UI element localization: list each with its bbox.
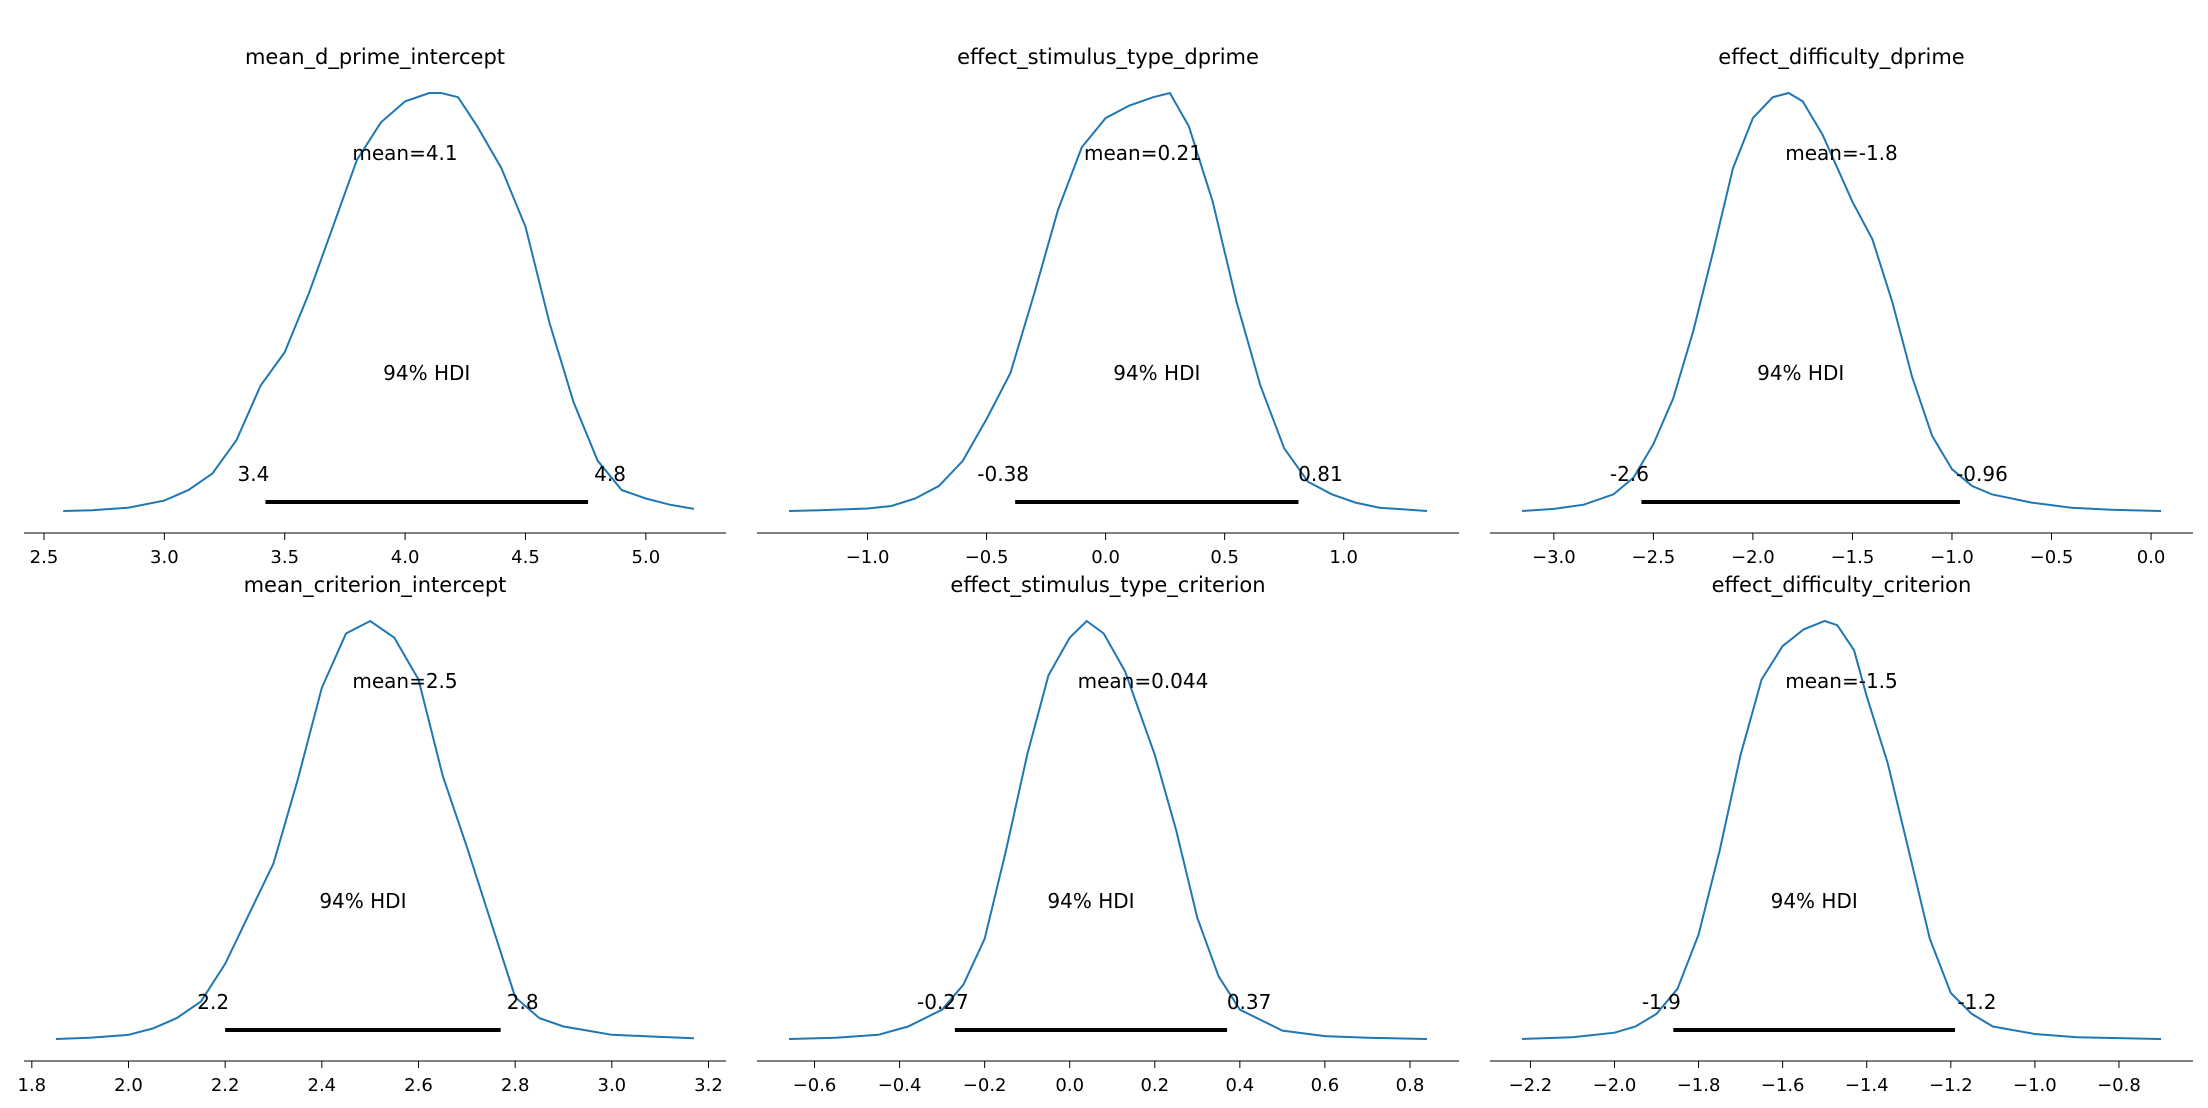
panel-4-hdi-label: 94% HDI	[319, 889, 406, 913]
panel-1-hdi-high-label: 4.8	[594, 462, 626, 486]
panel-1-x-tick-label: 3.0	[150, 547, 179, 568]
panel-3-hdi-label: 94% HDI	[1757, 361, 1844, 385]
panel-6-x-tick-label: −1.0	[2013, 1075, 2057, 1096]
panel-1-hdi-label: 94% HDI	[383, 361, 470, 385]
panel-5-density-curve	[788, 619, 1428, 1040]
panel-3-density-curve	[1521, 91, 2162, 512]
panel-5-hdi-low-label: -0.27	[917, 990, 969, 1014]
panel-3-title: effect_difficulty_dprime	[1718, 45, 1964, 70]
panel-2-x-tick-label: 0.0	[1091, 547, 1120, 568]
panel-3-mean-label: mean=-1.8	[1785, 141, 1898, 165]
panel-3-x-tick-label: −1.5	[1831, 547, 1875, 568]
panel-5-x-tick-label: 0.4	[1226, 1075, 1255, 1096]
panel-3-x-tick-label: 0.0	[2137, 547, 2166, 568]
panel-6-hdi-high-label: -1.2	[1957, 990, 1996, 1014]
panel-5-x-tick-label: −0.2	[963, 1075, 1007, 1096]
panel-6-x-tick-label: −2.2	[1509, 1075, 1553, 1096]
panel-3-hdi-high-label: -0.96	[1956, 462, 2008, 486]
panel-3-x-tick-label: −2.5	[1632, 547, 1676, 568]
panel-5-mean-label: mean=0.044	[1078, 669, 1209, 693]
panel-1-x-tick-label: 4.5	[511, 547, 540, 568]
panel-6-mean-label: mean=-1.5	[1785, 669, 1898, 693]
panel-5-x-tick-label: 0.0	[1055, 1075, 1084, 1096]
panel-4-x-tick-label: 2.6	[404, 1075, 433, 1096]
panel-4-x-tick-label: 2.8	[501, 1075, 530, 1096]
panel-1-x-tick-label: 4.0	[391, 547, 420, 568]
panel-6-x-tick-label: −1.8	[1677, 1075, 1721, 1096]
panel-5-x-tick-label: 0.2	[1140, 1075, 1169, 1096]
panel-5-hdi-label: 94% HDI	[1047, 889, 1134, 913]
panel-1-hdi-low-label: 3.4	[238, 462, 270, 486]
panel-6-x-tick-label: −1.2	[1929, 1075, 1973, 1096]
panel-3-x-tick-label: −1.0	[1930, 547, 1974, 568]
panel-4-title: mean_criterion_intercept	[244, 573, 507, 598]
panel-4-x-tick-label: 3.0	[598, 1075, 627, 1096]
panel-6-x-tick-label: −0.8	[2097, 1075, 2141, 1096]
panel-2-density-curve	[788, 91, 1428, 512]
panel-2-hdi-label: 94% HDI	[1113, 361, 1200, 385]
panel-4-density-curve	[55, 619, 695, 1040]
panel-5-x-tick-label: 0.6	[1311, 1075, 1340, 1096]
panel-4-x-tick-label: 2.4	[308, 1075, 337, 1096]
panel-6-x-tick-label: −1.6	[1761, 1075, 1805, 1096]
panel-4-hdi-high-label: 2.8	[507, 990, 539, 1014]
panel-5-hdi-high-label: 0.37	[1227, 990, 1272, 1014]
panel-2-x-tick-label: −0.5	[965, 547, 1009, 568]
panel-3-x-tick-label: −2.0	[1731, 547, 1775, 568]
panel-6-hdi-low-label: -1.9	[1642, 990, 1681, 1014]
panel-4-x-tick-label: 2.0	[114, 1075, 143, 1096]
panel-4-hdi-low-label: 2.2	[197, 990, 229, 1014]
panel-5-x-tick-label: −0.6	[793, 1075, 837, 1096]
panel-2-x-tick-label: 1.0	[1329, 547, 1358, 568]
panel-6-x-tick-label: −2.0	[1593, 1075, 1637, 1096]
panel-6-x-tick-label: −1.4	[1845, 1075, 1889, 1096]
panel-3-hdi-low-label: -2.6	[1610, 462, 1649, 486]
panel-2-title: effect_stimulus_type_dprime	[957, 45, 1259, 70]
panel-5-x-tick-label: −0.4	[878, 1075, 922, 1096]
panel-3-x-tick-label: −0.5	[2030, 547, 2074, 568]
panel-1-x-tick-label: 3.5	[270, 547, 299, 568]
panel-2-mean-label: mean=0.21	[1084, 141, 1202, 165]
panel-4-mean-label: mean=2.5	[352, 669, 457, 693]
panel-6-density-curve	[1521, 619, 2162, 1040]
panel-1-x-tick-label: 2.5	[30, 547, 59, 568]
panel-5-x-tick-label: 0.8	[1396, 1075, 1425, 1096]
panel-1-density-curve	[63, 92, 695, 512]
panel-1-x-tick-label: 5.0	[632, 547, 661, 568]
panel-2-hdi-low-label: -0.38	[977, 462, 1029, 486]
panel-4-x-tick-label: 1.8	[18, 1075, 47, 1096]
panel-4-x-tick-label: 3.2	[694, 1075, 723, 1096]
panel-6-title: effect_difficulty_criterion	[1712, 573, 1972, 598]
panel-1-title: mean_d_prime_intercept	[245, 45, 505, 70]
panel-6-hdi-label: 94% HDI	[1771, 889, 1858, 913]
panel-2-x-tick-label: 0.5	[1210, 547, 1239, 568]
panel-2-x-tick-label: −1.0	[846, 547, 890, 568]
panel-1-mean-label: mean=4.1	[352, 141, 457, 165]
panel-3-x-tick-label: −3.0	[1532, 547, 1576, 568]
panel-4-x-tick-label: 2.2	[211, 1075, 240, 1096]
panel-2-hdi-high-label: 0.81	[1298, 462, 1343, 486]
panel-5-title: effect_stimulus_type_criterion	[950, 573, 1265, 598]
